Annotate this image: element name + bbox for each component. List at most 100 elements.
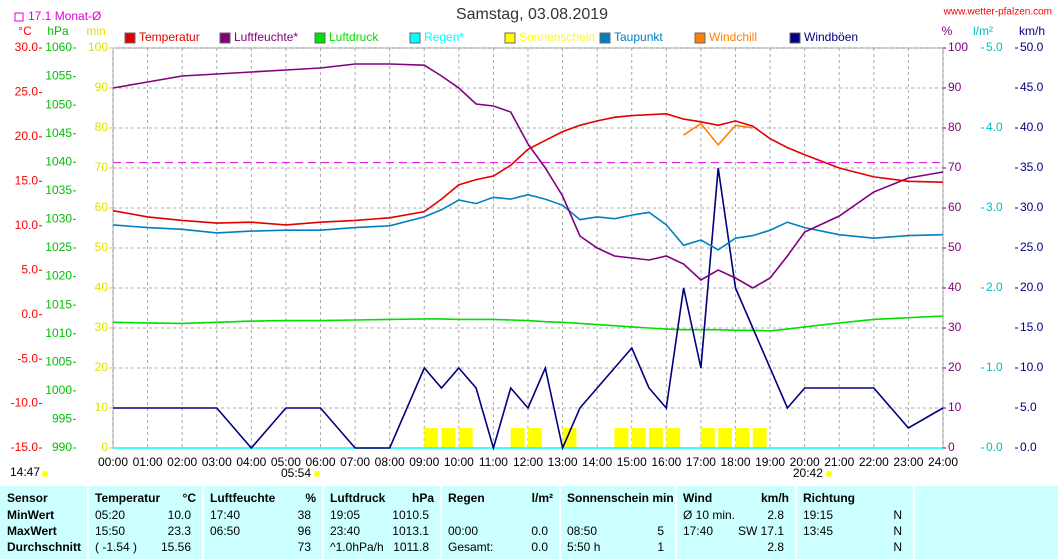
y-tick-label: 70: [948, 160, 962, 174]
x-tick-label: 04:00: [236, 455, 266, 469]
x-tick-label: 16:00: [651, 455, 681, 469]
y-tick-label: 80: [948, 120, 962, 134]
table-cell: Ø 10 min.: [683, 508, 735, 522]
legend-swatch: [789, 32, 801, 44]
y-tick-label: 90: [95, 80, 109, 94]
y-tick-label: 10.0: [1020, 360, 1044, 374]
y-tick-label: 40.0: [1020, 120, 1044, 134]
axis-unit: %: [942, 24, 953, 38]
table-cell: N: [893, 524, 902, 538]
x-tick-label: 07:00: [340, 455, 370, 469]
legend-swatch: [314, 32, 326, 44]
series-line: [113, 167, 944, 451]
y-tick-label: 20: [95, 360, 109, 374]
x-tick-label: 05:00: [271, 455, 301, 469]
series-line: [683, 122, 753, 147]
table-cell: 17:40: [210, 508, 240, 522]
y-tick-label: -10.0: [11, 396, 39, 410]
x-tick-label: 10:00: [444, 455, 474, 469]
y-tick-label: 3.0: [986, 200, 1003, 214]
table-header-unit: °C: [183, 491, 197, 505]
y-tick-label: 80: [95, 120, 109, 134]
table-cell: 0.0: [531, 540, 548, 554]
sun-icon: [42, 471, 48, 477]
sun-bar: [441, 428, 456, 448]
table-cell: 17:40: [683, 524, 713, 538]
axis-unit: min: [86, 24, 105, 38]
sun-bar: [562, 428, 577, 448]
series-line: [112, 193, 944, 251]
table-header: Sonnenschein min: [567, 491, 674, 505]
axis-unit: l/m²: [973, 24, 993, 38]
table-cell: 2.8: [767, 540, 784, 554]
table-cell: 15.56: [161, 540, 191, 554]
y-tick-label: 1050: [45, 97, 72, 111]
y-tick-label: 1015: [45, 297, 72, 311]
sun-bar: [510, 428, 525, 448]
table-cell: 19:15: [803, 508, 833, 522]
y-tick-label: 45.0: [1020, 80, 1044, 94]
x-tick-label: 02:00: [167, 455, 197, 469]
table-cell: N: [893, 508, 902, 522]
y-tick-label: 5.0: [21, 262, 38, 276]
table-header: Regen: [448, 491, 485, 505]
table-cell: 1: [657, 540, 664, 554]
table-cell: 23.3: [168, 524, 192, 538]
chart-title: Samstag, 03.08.2019: [456, 6, 608, 23]
x-tick-label: 01:00: [133, 455, 163, 469]
legend-swatch: [219, 32, 231, 44]
y-tick-label: 30.0: [1020, 200, 1044, 214]
sun-bar: [666, 428, 681, 448]
table-header-unit: %: [305, 491, 316, 505]
table-cell: 23:40: [330, 524, 360, 538]
sunrise-label: 05:54: [281, 466, 311, 480]
y-tick-label: 990: [52, 440, 72, 454]
x-tick-label: 12:00: [513, 455, 543, 469]
table-cell: 1010.5: [392, 508, 429, 522]
y-tick-label: 10: [948, 400, 962, 414]
y-tick-label: 20: [948, 360, 962, 374]
sunset-icon: [825, 471, 832, 477]
x-tick-label: 08:00: [375, 455, 405, 469]
sun-bar: [458, 428, 473, 448]
axis-unit: °C: [18, 24, 32, 38]
table-cell: 00:00: [448, 524, 478, 538]
legend-swatch: [694, 32, 706, 44]
legend-swatch: [599, 32, 611, 44]
table-cell: 1011.8: [393, 540, 429, 554]
y-tick-label: 1035: [45, 183, 72, 197]
y-tick-label: 0.0: [21, 307, 38, 321]
y-tick-label: 60: [948, 200, 962, 214]
sun-bar: [649, 428, 663, 448]
y-tick-label: 40: [948, 280, 962, 294]
y-tick-label: 90: [948, 80, 962, 94]
legend-swatch: [409, 32, 421, 44]
sunset-label: 20:42: [793, 466, 823, 480]
y-tick-label: 1060: [45, 40, 72, 54]
y-tick-label: 25.0: [15, 85, 39, 99]
y-tick-label: -15.0: [11, 440, 39, 454]
table-cell: 10.0: [168, 508, 192, 522]
legend-label: Regen*: [424, 30, 464, 44]
table-cell: 06:50: [210, 524, 240, 538]
sun-bar: [700, 428, 715, 448]
legend-label: Windböen: [804, 30, 858, 44]
y-tick-label: 100: [88, 40, 108, 54]
legend-label: Luftdruck: [329, 30, 379, 44]
source: www.wetter-pfalzen.com: [943, 7, 1052, 18]
y-tick-label: 50: [948, 240, 962, 254]
y-tick-label: 70: [95, 160, 109, 174]
x-tick-label: 11:00: [479, 455, 508, 469]
axis-unit: km/h: [1019, 24, 1045, 38]
y-tick-label: 60: [95, 200, 109, 214]
y-tick-label: 0: [948, 440, 955, 454]
table-header-unit: km/h: [761, 491, 789, 505]
x-tick-label: 09:00: [409, 455, 439, 469]
y-tick-label: 100: [948, 40, 968, 54]
table-cell: 05:20: [95, 508, 125, 522]
y-tick-label: 1000: [45, 383, 72, 397]
series-line: [112, 112, 944, 226]
y-tick-label: 50: [95, 240, 109, 254]
y-tick-label: -5.0: [17, 351, 38, 365]
